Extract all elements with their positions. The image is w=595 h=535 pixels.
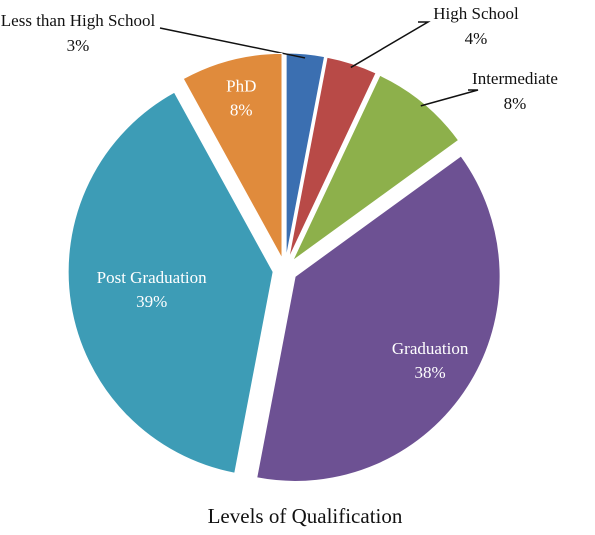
value-label: 4% [465, 29, 488, 48]
pie-slice [288, 56, 377, 259]
leader-line [159, 27, 306, 59]
category-label: Intermediate [472, 69, 558, 88]
pie-slice [292, 74, 460, 262]
category-label: Graduation [392, 339, 469, 358]
value-label: 8% [504, 94, 527, 113]
value-label: 3% [67, 36, 90, 55]
category-label: Post Graduation [97, 268, 208, 287]
leader-line [350, 21, 431, 69]
chart-title: Levels of Qualification [208, 504, 403, 528]
category-label: Less than High School [1, 11, 156, 30]
leader-line [420, 89, 479, 107]
value-label: 38% [415, 363, 446, 382]
value-label: 39% [136, 292, 167, 311]
pie-slice [182, 52, 283, 259]
category-label: High School [433, 4, 519, 23]
value-label: 8% [230, 100, 253, 119]
pie-slice [67, 91, 274, 474]
pie-slice [256, 155, 501, 482]
pie-slice [285, 52, 326, 259]
category-label: PhD [226, 76, 256, 95]
